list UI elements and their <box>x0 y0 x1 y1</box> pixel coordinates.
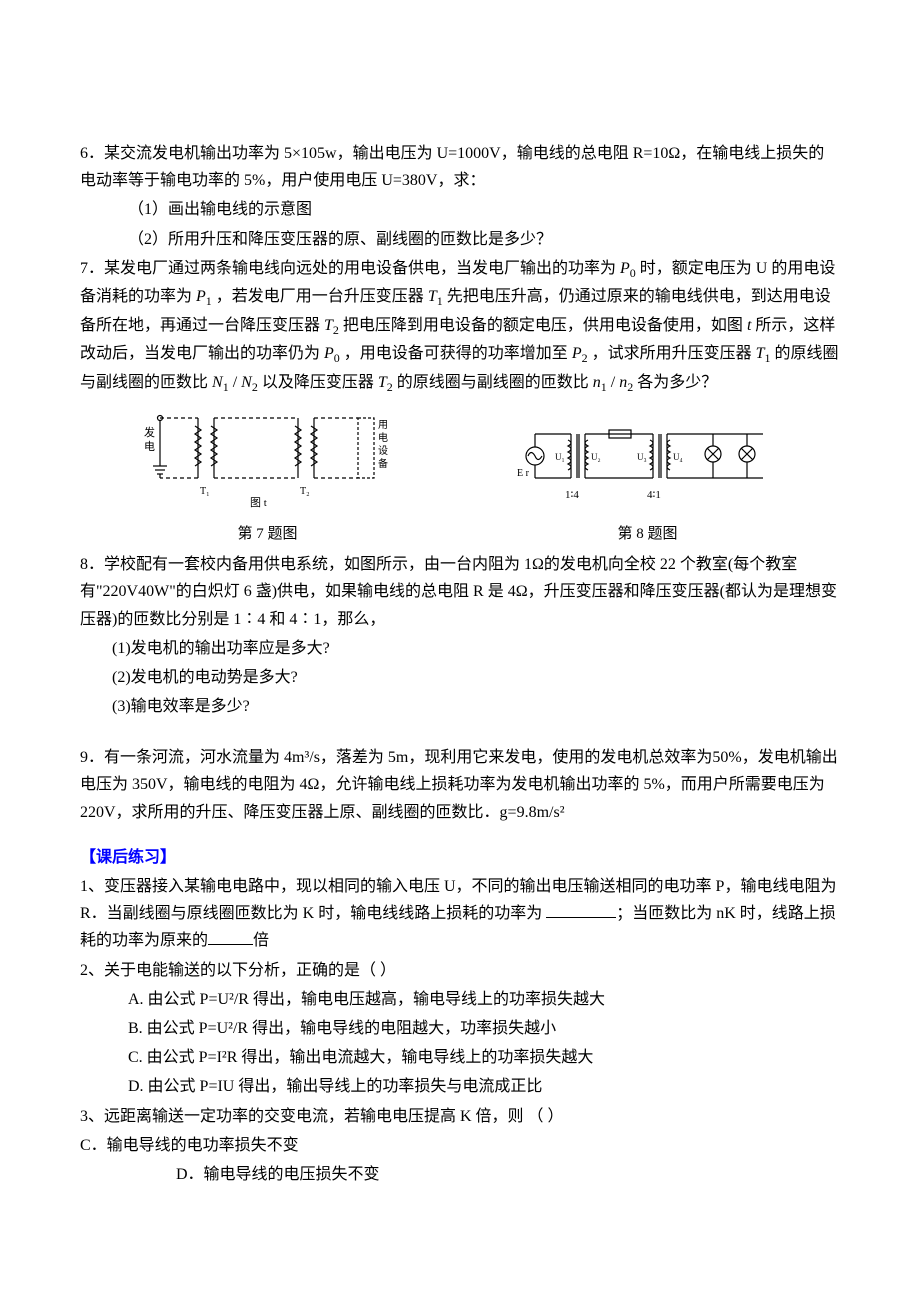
svg-text:图 t: 图 t <box>250 496 267 509</box>
svg-text:备: 备 <box>378 457 388 470</box>
q6-sub2: （2）所用升压和降压变压器的原、副线圈的匝数比是多少？ <box>80 226 840 253</box>
q9-stem: 9．有一条河流，河水流量为 4m³/s，落差为 5m，现利用它来发电，使用的发电… <box>80 744 840 826</box>
fu-q2c: C. 由公式 P=I²R 得出，输出电流越大，输电导线上的功率损失越大 <box>80 1044 840 1071</box>
svg-text:设: 设 <box>378 445 388 457</box>
figure-7-svg: 发 电 用 电 设 备 T₁ T₂ 图 t <box>138 406 398 516</box>
fu-q2d: D. 由公式 P=IU 得出，输出导线上的功率损失与电流成正比 <box>80 1073 840 1100</box>
figure-8-svg: E r U₁ U₂ U₃ U₄ 1∶4 4∶1 <box>513 416 783 516</box>
svg-text:电: 电 <box>378 431 388 444</box>
figure-7-caption: 第 7 题图 <box>138 522 398 548</box>
figure-8: E r U₁ U₂ U₃ U₄ 1∶4 4∶1 第 8 题图 <box>513 416 783 548</box>
svg-text:1∶4: 1∶4 <box>565 489 579 501</box>
blank-2[interactable] <box>208 929 253 945</box>
followup-header: 【课后练习】 <box>80 844 840 871</box>
q8-stem: 8．学校配有一套校内备用供电系统，如图所示，由一台内阻为 1Ω的发电机向全校 2… <box>80 551 840 633</box>
fu-q3d: D．输电导线的电压损失不变 <box>80 1161 840 1188</box>
fu-q2: 2、关于电能输送的以下分析，正确的是（ ） <box>80 957 840 984</box>
figure-7: 发 电 用 电 设 备 T₁ T₂ 图 t 第 7 题图 <box>138 406 398 548</box>
svg-text:电: 电 <box>144 440 155 453</box>
svg-text:T₁: T₁ <box>200 486 210 497</box>
fu-q3c: C．输电导线的电功率损失不变 <box>80 1132 840 1159</box>
blank-1[interactable] <box>546 902 616 918</box>
fu-q2b: B. 由公式 P=U²/R 得出，输电导线的电阻越大，功率损失越小 <box>80 1015 840 1042</box>
svg-text:U₃: U₃ <box>637 452 647 462</box>
figure-8-caption: 第 8 题图 <box>513 522 783 548</box>
svg-text:U₂: U₂ <box>591 452 601 462</box>
q8-sub1: (1)发电机的输出功率应是多大? <box>80 635 840 662</box>
svg-text:U₄: U₄ <box>673 452 683 462</box>
fu-q1: 1、变压器接入某输电电路中，现以相同的输入电压 U，不同的输出电压输送相同的电功… <box>80 873 840 955</box>
q6-sub1: （1）画出输电线的示意图 <box>80 196 840 223</box>
svg-text:发: 发 <box>144 425 155 439</box>
q8-sub3: (3)输电效率是多少? <box>80 693 840 720</box>
svg-text:用: 用 <box>378 420 388 431</box>
fu-q2a: A. 由公式 P=U²/R 得出，输电电压越高，输电导线上的功率损失越大 <box>80 986 840 1013</box>
svg-text:U₁: U₁ <box>555 452 565 462</box>
svg-text:E r: E r <box>517 468 530 479</box>
fu-q3: 3、远距离输送一定功率的交变电流，若输电电压提高 K 倍，则 （ ） <box>80 1103 840 1130</box>
q8-sub2: (2)发电机的电动势是多大? <box>80 664 840 691</box>
q7-stem: 7．某发电厂通过两条输电线向远处的用电设备供电，当发电厂输出的功率为 P0 时，… <box>80 255 840 398</box>
q6-stem: 6．某交流发电机输出功率为 5×105w，输出电压为 U=1000V，输电线的总… <box>80 140 840 194</box>
svg-text:4∶1: 4∶1 <box>647 489 661 501</box>
svg-text:T₂: T₂ <box>300 486 310 497</box>
figures-row: 发 电 用 电 设 备 T₁ T₂ 图 t 第 7 题图 <box>80 406 840 548</box>
